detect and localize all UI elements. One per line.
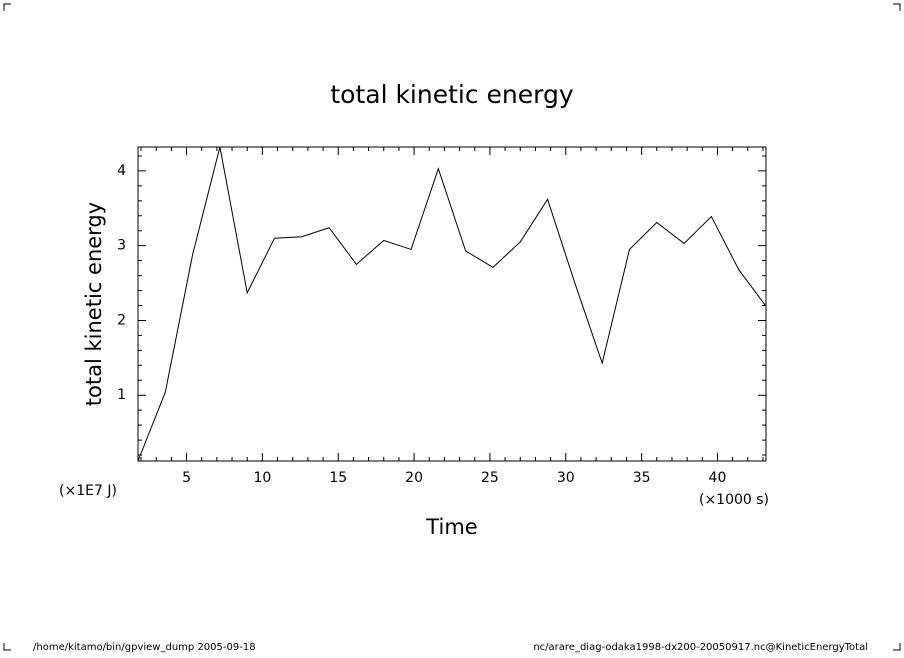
line (137, 146, 767, 462)
footer-left: /home/kitamo/bin/gpview_dump 2005-09-18 (33, 642, 256, 653)
x-tick-label: 40 (709, 470, 727, 486)
x-tick-label: 10 (253, 470, 271, 486)
x-tick-label: 25 (481, 470, 499, 486)
y-tick-label: 3 (117, 238, 126, 254)
y-unit-label: (×1E7 J) (59, 483, 117, 499)
x-axis-label: Time (425, 515, 477, 539)
x-tick-label: 5 (182, 470, 191, 486)
x-tick-label: 35 (633, 470, 651, 486)
y-tick-label: 1 (117, 387, 126, 403)
y-axis-label: total kinetic energy (82, 202, 106, 406)
y-tick-label: 4 (117, 163, 126, 179)
x-tick-label: 20 (405, 470, 423, 486)
y-tick-label: 2 (117, 312, 126, 328)
footer-right: nc/arare_diag-odaka1998-dx200-20050917.n… (533, 642, 868, 653)
x-tick-label: 15 (329, 470, 347, 486)
chart-title: total kinetic energy (330, 80, 574, 109)
x-tick-label: 30 (557, 470, 575, 486)
x-unit-label: (×1000 s) (699, 492, 769, 508)
plot-frame (137, 146, 767, 462)
corner-marks (3, 3, 901, 651)
